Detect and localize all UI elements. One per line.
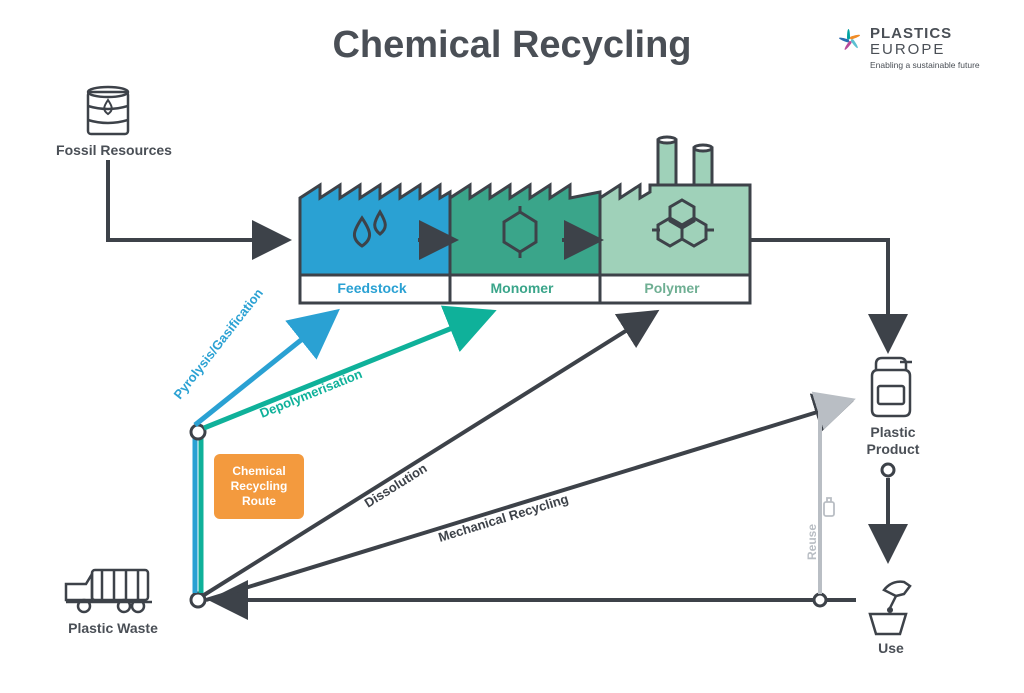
label-monomer: Monomer: [452, 280, 592, 296]
label-depoly: Depolymerisation: [258, 366, 365, 421]
edge-fossil-feedstock: [108, 160, 288, 240]
label-mechanical: Mechanical Recycling: [436, 491, 570, 545]
label-fossil: Fossil Resources: [54, 142, 174, 158]
diagram-canvas: Pyrolysis/Gasification Depolymerisation …: [0, 0, 1024, 693]
mid-hub-node: [191, 425, 205, 439]
use-icon: [870, 582, 910, 634]
label-product: Plastic Product: [848, 424, 938, 458]
edge-use-waste: [212, 594, 856, 606]
label-dissolution: Dissolution: [362, 460, 430, 510]
reuse-mini-icon: [824, 498, 834, 516]
factory-block: [300, 137, 750, 303]
waste-truck-icon: [66, 570, 152, 612]
waste-hub-node: [191, 593, 205, 607]
label-polymer: Polymer: [602, 280, 742, 296]
label-use: Use: [866, 640, 916, 656]
label-feedstock: Feedstock: [302, 280, 442, 296]
factory-monomer: [450, 185, 600, 275]
product-icon: [872, 358, 912, 416]
factory-polymer: [600, 185, 750, 275]
label-waste: Plastic Waste: [58, 620, 168, 636]
chemical-route-badge: Chemical Recycling Route: [214, 454, 304, 519]
fossil-icon: [88, 87, 128, 134]
edge-product-use: [882, 464, 894, 560]
label-reuse: Reuse: [805, 524, 819, 560]
edge-polymer-product: [750, 240, 888, 350]
label-pyrolysis: Pyrolysis/Gasification: [171, 286, 266, 402]
